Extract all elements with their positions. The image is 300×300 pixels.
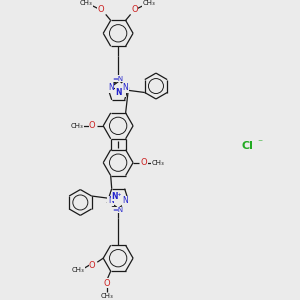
Text: Cl: Cl <box>242 141 254 151</box>
Text: CH₃: CH₃ <box>72 267 85 273</box>
Text: ⁻: ⁻ <box>257 138 262 148</box>
Text: =N: =N <box>112 76 124 82</box>
Text: N: N <box>123 196 128 206</box>
Text: CH₃: CH₃ <box>100 293 113 299</box>
Text: N: N <box>123 83 128 92</box>
Text: O: O <box>131 5 138 14</box>
Text: CH₃: CH₃ <box>142 1 155 7</box>
Text: O: O <box>98 5 104 14</box>
Text: CH₃: CH₃ <box>71 123 84 129</box>
Text: O: O <box>103 279 110 288</box>
Text: N⁺: N⁺ <box>111 192 122 201</box>
Text: CH₃: CH₃ <box>152 160 164 166</box>
Text: N: N <box>108 83 114 92</box>
Text: N: N <box>108 196 114 206</box>
Text: O: O <box>141 158 147 167</box>
Text: =N: =N <box>112 207 124 213</box>
Text: O: O <box>89 121 96 130</box>
Text: CH₃: CH₃ <box>80 1 92 7</box>
Text: O: O <box>89 261 96 270</box>
Text: N⁺: N⁺ <box>115 88 125 97</box>
